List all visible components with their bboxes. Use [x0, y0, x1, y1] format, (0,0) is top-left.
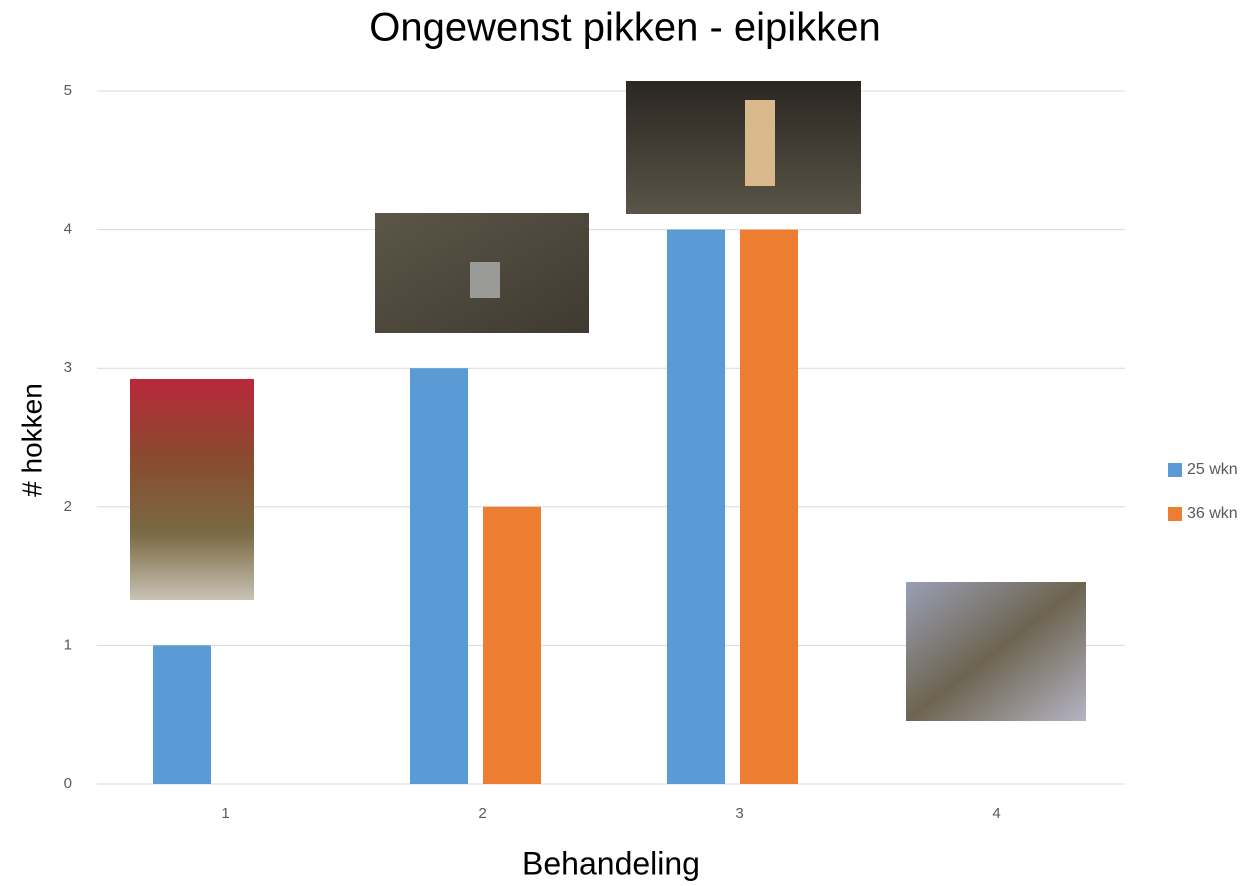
- plot-area: 0 1 2 3 4 5 1 2 3 4 25 wkn 36 wkn: [64, 82, 1238, 822]
- x-axis-title: Behandeling: [522, 845, 700, 881]
- y-tick-label: 0: [64, 775, 72, 792]
- legend-swatch: [1168, 463, 1182, 477]
- bar: [740, 229, 798, 785]
- chart-title: Ongewenst pikken - eipikken: [369, 6, 880, 50]
- y-tick-label: 4: [64, 221, 72, 238]
- y-tick-label: 1: [64, 636, 72, 653]
- legend-label: 36 wkn: [1187, 505, 1238, 522]
- bar: [667, 229, 725, 785]
- y-tick-label: 5: [64, 82, 72, 99]
- legend-swatch: [1168, 507, 1182, 521]
- photo: [626, 81, 861, 214]
- photo-object: [745, 100, 775, 186]
- photo: [130, 379, 254, 600]
- photos: [130, 81, 1086, 721]
- y-tick-label: 3: [64, 359, 72, 376]
- x-tick-label: 1: [221, 805, 229, 822]
- bar: [410, 368, 468, 784]
- bar: [153, 645, 211, 784]
- y-tick-label: 2: [64, 498, 72, 515]
- photo-object: [470, 262, 500, 298]
- bar: [483, 506, 541, 784]
- photo: [906, 582, 1086, 721]
- y-axis-title: # hokken: [16, 383, 47, 497]
- x-tick-label: 3: [735, 805, 743, 822]
- x-tick-label: 2: [478, 805, 486, 822]
- legend-label: 25 wkn: [1187, 461, 1238, 478]
- x-tick-label: 4: [992, 805, 1000, 822]
